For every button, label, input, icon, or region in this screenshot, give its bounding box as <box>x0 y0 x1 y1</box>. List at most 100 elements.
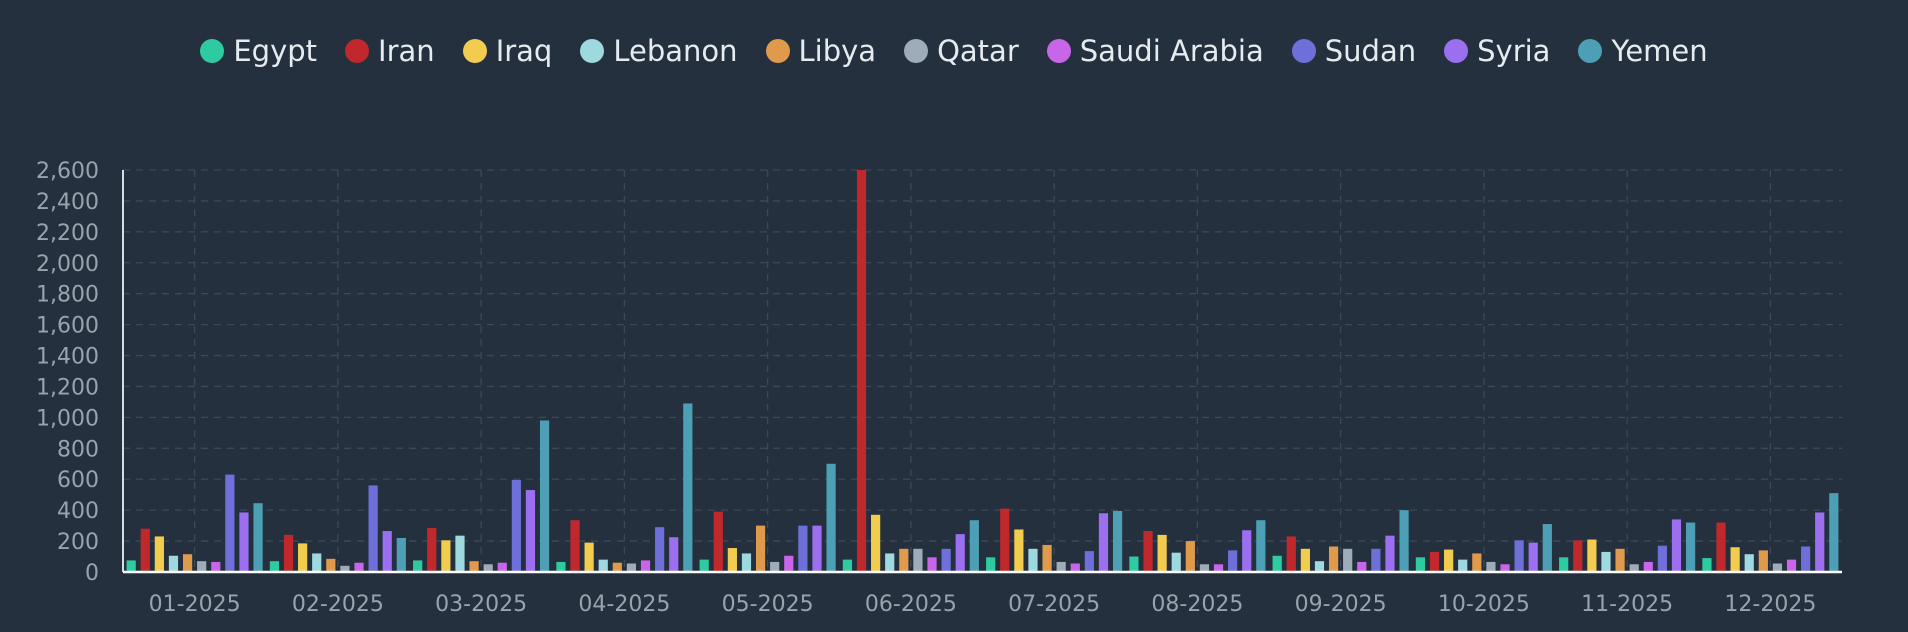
x-tick-label: 08-2025 <box>1151 592 1243 617</box>
bar <box>1213 564 1224 572</box>
bar <box>1112 510 1123 572</box>
legend-item[interactable]: Lebanon <box>580 34 738 68</box>
bar <box>598 559 608 572</box>
bar <box>1343 548 1353 572</box>
y-tick-label: 1,000 <box>36 406 99 431</box>
bar <box>269 561 280 572</box>
bar <box>1573 540 1583 572</box>
legend-label: Yemen <box>1611 34 1708 68</box>
bar <box>168 555 179 572</box>
x-tick-label: 10-2025 <box>1438 592 1530 617</box>
y-tick-label: 600 <box>57 468 99 493</box>
legend-swatch <box>1046 39 1071 63</box>
bar <box>640 560 651 572</box>
legend-label: Lebanon <box>613 34 738 68</box>
y-tick-label: 2,200 <box>36 221 99 246</box>
bar <box>1702 558 1712 572</box>
bar <box>140 528 150 572</box>
y-tick-label: 2,000 <box>36 252 99 277</box>
legend-label: Iran <box>378 34 435 68</box>
bar <box>1385 535 1395 572</box>
legend-item[interactable]: Libya <box>765 34 877 68</box>
bar <box>1514 540 1524 572</box>
bar <box>927 557 937 572</box>
bar <box>1286 536 1296 572</box>
bar <box>1730 547 1740 572</box>
x-tick-label: 06-2025 <box>865 592 957 617</box>
legend-swatch <box>580 39 605 63</box>
bar <box>885 553 895 572</box>
legend-swatch <box>765 39 790 63</box>
bar <box>1716 522 1726 572</box>
bar <box>1500 564 1510 572</box>
x-tick-label: 05-2025 <box>722 592 814 617</box>
bar <box>1685 522 1696 572</box>
bar <box>556 561 566 572</box>
bar <box>913 548 923 572</box>
bar <box>1228 550 1238 572</box>
legend-item[interactable]: Syria <box>1444 34 1550 68</box>
y-tick-label: 1,600 <box>36 314 99 339</box>
bar <box>856 170 867 572</box>
bar <box>1199 564 1210 572</box>
legend-item[interactable]: Qatar <box>904 34 1019 68</box>
bar <box>1357 561 1367 572</box>
legend-label: Saudi Arabia <box>1079 34 1264 68</box>
bar <box>368 485 378 572</box>
legend-swatch <box>1291 39 1316 63</box>
x-tick-label: 07-2025 <box>1008 592 1100 617</box>
bar <box>941 548 951 572</box>
legend-item[interactable]: Sudan <box>1291 34 1416 68</box>
legend-label: Syria <box>1477 34 1551 68</box>
bar <box>1242 530 1252 572</box>
bar <box>1098 513 1109 572</box>
bar <box>497 562 507 572</box>
bar <box>126 560 136 572</box>
legend-swatch <box>345 39 370 63</box>
bar <box>225 474 235 572</box>
bar <box>612 562 622 572</box>
bar <box>340 565 350 572</box>
legend-item[interactable]: Iran <box>345 34 435 68</box>
bar <box>1829 493 1839 572</box>
legend-swatch <box>904 39 929 63</box>
bar <box>1143 531 1153 572</box>
bar <box>626 563 637 572</box>
bar <box>1801 546 1811 572</box>
bar <box>1129 556 1139 572</box>
bar <box>1528 542 1538 572</box>
bar <box>727 548 737 572</box>
legend-item[interactable]: Yemen <box>1578 34 1708 68</box>
bar <box>1758 550 1768 572</box>
legend-item[interactable]: Saudi Arabia <box>1046 34 1264 68</box>
bar <box>655 527 665 572</box>
y-tick-label: 400 <box>57 499 99 524</box>
bar <box>1587 539 1597 572</box>
bar <box>182 554 193 572</box>
bar <box>755 525 766 572</box>
bar <box>525 490 536 572</box>
bar <box>197 561 207 572</box>
bar <box>1056 561 1066 572</box>
bar <box>455 535 465 572</box>
bar <box>1657 545 1667 572</box>
bar <box>1328 546 1339 572</box>
legend-label: Libya <box>798 34 877 68</box>
y-tick-label: 2,400 <box>36 190 99 215</box>
bar <box>427 527 437 572</box>
bar <box>683 403 693 572</box>
legend-item[interactable]: Iraq <box>462 34 552 68</box>
legend-item[interactable]: Egypt <box>200 34 317 68</box>
bar <box>1629 564 1639 572</box>
bar <box>1444 549 1454 572</box>
bar <box>1472 553 1482 572</box>
bar <box>871 514 881 572</box>
x-tick-label: 02-2025 <box>292 592 384 617</box>
bar <box>1157 534 1167 572</box>
bar <box>1272 555 1282 572</box>
bar <box>469 561 479 572</box>
chart-legend: Egypt Iran Iraq Lebanon Libya Qatar Saudi Arab… <box>0 34 1908 68</box>
legend-swatch <box>1578 39 1603 63</box>
